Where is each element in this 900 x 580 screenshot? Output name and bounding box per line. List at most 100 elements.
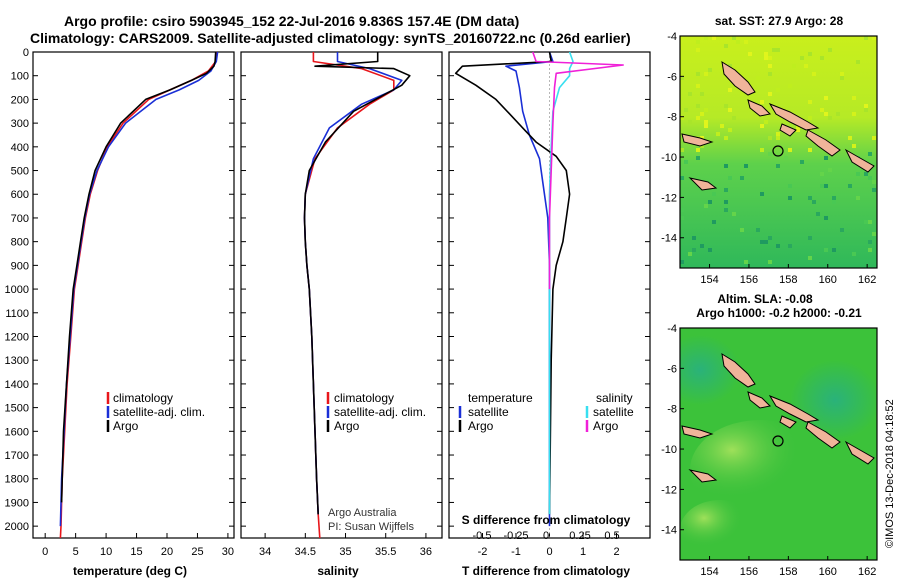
sst-pixel	[832, 248, 836, 252]
sst-pixel	[848, 136, 852, 140]
y-tick-label: 200	[11, 94, 29, 106]
island	[844, 148, 875, 173]
sst-pixel	[724, 44, 728, 48]
sst-pixel	[852, 96, 856, 100]
sst-pixel	[688, 120, 692, 124]
sst-pixel	[808, 52, 812, 56]
sst-pixel	[824, 156, 828, 160]
sst-pixel	[744, 260, 748, 264]
sst-pixel	[724, 164, 728, 168]
y-tick-label: 700	[11, 213, 29, 225]
sst-pixel	[768, 136, 772, 140]
temperature-legend: climatology satellite-adj. clim. Argo	[106, 391, 205, 433]
x-tick-label: -1	[511, 546, 521, 558]
sst-pixel	[744, 164, 748, 168]
sst-pixel	[712, 36, 716, 40]
x-tick-label: 15	[130, 546, 142, 558]
series-line-temperature-satellite	[505, 51, 554, 527]
sst-pixel	[852, 112, 856, 116]
sst-pixel	[872, 188, 876, 192]
series-line-argo	[60, 51, 217, 503]
sst-pixel	[680, 176, 684, 180]
series-line-argo	[303, 52, 411, 515]
sst-pixel	[724, 204, 728, 208]
sst-pixel	[864, 220, 868, 224]
islands	[681, 352, 875, 483]
lat-tick-label: -14	[661, 525, 677, 537]
sst-pixel	[772, 48, 776, 52]
island	[747, 391, 772, 409]
y-tick-label: 1400	[5, 379, 29, 391]
series-line-climatology	[303, 52, 395, 539]
sst-pixel	[700, 112, 704, 116]
x-tick-label: 1	[580, 546, 586, 558]
s-tick: 0	[543, 530, 549, 542]
sst-pixel	[732, 212, 736, 216]
sst-pixel	[760, 100, 764, 104]
island	[768, 394, 820, 423]
island	[721, 352, 756, 388]
y-tick-label: 1900	[5, 497, 29, 509]
sst-pixel	[688, 252, 692, 256]
x-tick-label: 10	[100, 546, 112, 558]
sst-pixel	[736, 40, 740, 44]
sst-map-title: sat. SST: 27.9 Argo: 28	[715, 14, 844, 28]
sst-pixel	[728, 108, 732, 112]
lon-tick-label: 154	[700, 566, 718, 578]
sst-pixel	[740, 92, 744, 96]
sst-pixel	[836, 112, 840, 116]
s-tick: -0.25	[503, 530, 528, 542]
sst-pixel	[704, 204, 708, 208]
sla-anomaly	[680, 500, 760, 560]
sst-pixel	[756, 76, 760, 80]
sst-pixel	[840, 76, 844, 80]
sst-pixel	[840, 72, 844, 76]
sst-pixel	[684, 160, 688, 164]
sst-pixel	[696, 148, 700, 152]
sst-pixel	[800, 160, 804, 164]
sst-pixel	[788, 184, 792, 188]
sst-pixel	[768, 152, 772, 156]
sst-pixel	[696, 84, 700, 88]
legend-title: temperature	[468, 391, 533, 405]
sst-pixel	[784, 156, 788, 160]
sst-pixel	[824, 216, 828, 220]
s-tick: 0.25	[569, 530, 590, 542]
sst-pixel	[776, 88, 780, 92]
sst-pixel	[724, 104, 728, 108]
sst-pixel	[832, 196, 836, 200]
x-tick-label: 0	[42, 546, 48, 558]
sst-pixel	[788, 148, 792, 152]
sst-pixel	[808, 236, 812, 240]
sst-pixel	[808, 196, 812, 200]
lon-tick-label: 156	[740, 566, 758, 578]
sst-pixel	[776, 136, 780, 140]
island	[747, 99, 772, 117]
lat-tick-label: -8	[667, 404, 677, 416]
sst-pixel	[768, 64, 772, 68]
x-tick-label: 30	[222, 546, 234, 558]
sst-pixel	[776, 48, 780, 52]
sst-pixel	[788, 84, 792, 88]
sst-pixel	[684, 108, 688, 112]
sst-pixel	[868, 248, 872, 252]
sst-pixel	[868, 240, 872, 244]
x-tick-label: 2	[613, 546, 619, 558]
lat-tick-label: -4	[667, 31, 677, 43]
sst-pixel	[864, 104, 868, 108]
sst-pixel	[712, 220, 716, 224]
sst-pixel	[768, 236, 772, 240]
sst-pixel	[824, 184, 828, 188]
sst-pixel	[820, 56, 824, 60]
y-tick-label: 1100	[5, 308, 29, 320]
s-tick: -0.5	[473, 530, 492, 542]
sst-pixel	[828, 48, 832, 52]
lon-tick-label: 156	[740, 274, 758, 286]
sst-pixel	[804, 64, 808, 68]
sst-pixel	[740, 176, 744, 180]
sst-pixel	[708, 248, 712, 252]
sst-pixel	[776, 244, 780, 248]
sst-pixel	[716, 132, 720, 136]
sst-pixel	[724, 200, 728, 204]
lat-tick-label: -10	[661, 152, 677, 164]
